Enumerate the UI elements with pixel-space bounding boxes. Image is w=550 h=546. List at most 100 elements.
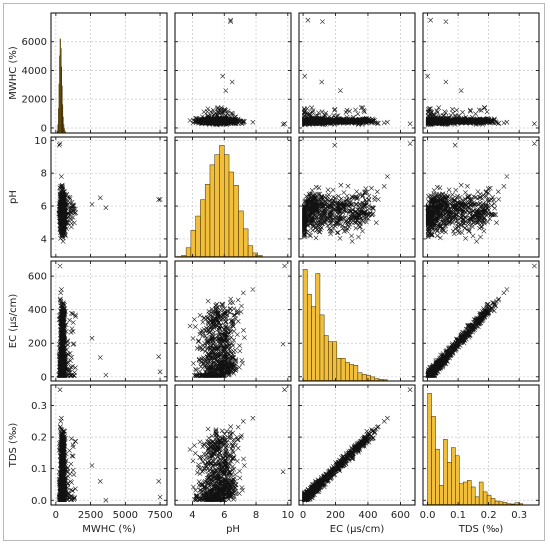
- hist-bar: [349, 364, 354, 381]
- hist-bar: [366, 374, 371, 381]
- scatter-points: [302, 141, 413, 244]
- y-axis-label: TDS (‰): [8, 423, 19, 469]
- hist-bar: [378, 379, 384, 381]
- panel-mwhc-vs-ph: [174, 12, 292, 134]
- hist-bar: [311, 306, 316, 381]
- hist-bar: [447, 462, 452, 505]
- x-tick-label: 0.3: [511, 510, 527, 521]
- hist-bar: [443, 439, 448, 505]
- panel-tds-vs-mwhc: [50, 384, 168, 506]
- y-axis-label: EC (μs/cm): [8, 294, 19, 349]
- hist-bar: [224, 154, 230, 257]
- panel-frame: [174, 260, 292, 382]
- hist-bar: [361, 374, 367, 381]
- hist-bar: [455, 455, 460, 505]
- hist-bar: [181, 255, 187, 257]
- hist-bar: [490, 498, 496, 505]
- y-tick-label: 0.3: [31, 401, 47, 412]
- panel-ph-vs-ph: [174, 136, 292, 258]
- hist-bar: [514, 502, 520, 505]
- scatter-points: [302, 17, 413, 128]
- hist-bar: [247, 245, 254, 257]
- hist-bar: [315, 273, 321, 381]
- hist-bar: [340, 358, 346, 381]
- panel-tds-vs-ph: [174, 384, 292, 506]
- hist-bar: [243, 228, 249, 257]
- y-tick-label: 0: [41, 123, 47, 134]
- scatter-points: [187, 387, 287, 503]
- y-tick-label: 10: [34, 136, 47, 147]
- y-tick-label: 2000: [22, 95, 47, 106]
- scatter-points: [425, 17, 537, 128]
- hist-bar: [353, 365, 359, 381]
- panel-mwhc-vs-ec: [298, 12, 416, 134]
- x-tick-label: 4: [189, 510, 195, 521]
- scatter-points: [425, 263, 537, 378]
- y-tick-label: 600: [28, 272, 47, 283]
- hist-bar: [219, 145, 225, 257]
- y-tick-label: 0.0: [31, 496, 47, 507]
- y-tick-label: 0: [41, 372, 47, 383]
- hist-bar: [482, 491, 488, 505]
- panel-frame: [50, 136, 168, 258]
- scatter-points: [56, 387, 163, 503]
- hist-bar: [200, 199, 206, 257]
- hist-bar: [427, 393, 432, 505]
- hist-bar: [439, 485, 444, 505]
- hist-bar: [190, 230, 196, 257]
- x-axis-label: TDS (‰): [458, 524, 504, 535]
- scatter-points: [187, 263, 287, 378]
- hist-bar: [302, 269, 308, 381]
- hist-bar: [238, 210, 244, 257]
- panel-frame: [50, 12, 168, 134]
- hist-bar: [435, 448, 440, 505]
- hist-bar: [431, 416, 436, 505]
- hist-bar: [185, 247, 192, 257]
- hist-bar: [336, 358, 342, 381]
- hist-bar: [214, 154, 220, 257]
- y-tick-label: 0.2: [31, 433, 47, 444]
- hist-bar: [467, 480, 472, 505]
- hist-bar: [502, 502, 508, 505]
- hist-bar: [357, 372, 363, 381]
- panel-mwhc-vs-mwhc: [50, 12, 168, 134]
- hist-bar: [370, 376, 376, 381]
- scatter-points: [302, 387, 413, 503]
- x-tick-label: 0.0: [420, 510, 436, 521]
- hist-bar: [252, 252, 258, 257]
- y-tick-label: 4000: [22, 66, 47, 77]
- y-tick-label: 200: [28, 339, 47, 350]
- hist-bar: [486, 494, 492, 505]
- hist-bar: [195, 215, 201, 257]
- hist-bar: [319, 314, 325, 381]
- panel-tds-vs-tds: [422, 384, 540, 506]
- x-tick-label: 200: [326, 510, 345, 521]
- x-tick-label: 400: [358, 510, 377, 521]
- panel-frame: [422, 12, 540, 134]
- panel-ph-vs-tds: [422, 136, 540, 258]
- x-tick-label: 0.1: [450, 510, 466, 521]
- x-tick-label: 8: [253, 510, 259, 521]
- hist-bar: [332, 341, 338, 381]
- hist-bar: [323, 335, 329, 381]
- x-tick-label: 2500: [78, 510, 103, 521]
- hist-bar: [233, 185, 239, 257]
- x-tick-label: 6: [221, 510, 227, 521]
- x-tick-label: 600: [391, 510, 410, 521]
- panel-ec-vs-ec: [298, 260, 416, 382]
- hist-bar: [64, 130, 66, 133]
- x-axis-label: MWHC (%): [82, 524, 136, 535]
- x-tick-label: 7500: [147, 510, 172, 521]
- hist-bar: [63, 128, 65, 133]
- y-tick-label: 6000: [22, 37, 47, 48]
- y-tick-label: 400: [28, 305, 47, 316]
- x-axis-label: pH: [226, 524, 240, 535]
- scatter-points: [56, 141, 163, 244]
- panel-frame: [298, 136, 416, 258]
- hist-bar: [470, 486, 476, 505]
- panel-ph-vs-mwhc: [50, 136, 168, 258]
- hist-bar: [257, 255, 263, 257]
- panel-ec-vs-tds: [422, 260, 540, 382]
- scatter-points: [187, 17, 287, 128]
- panel-frame: [174, 12, 292, 134]
